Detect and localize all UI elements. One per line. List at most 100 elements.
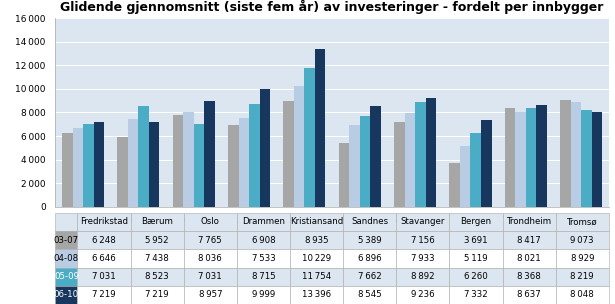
Text: 8 036: 8 036 <box>199 254 222 263</box>
Text: 8 715: 8 715 <box>252 272 276 281</box>
Text: 8 368: 8 368 <box>517 272 541 281</box>
Text: 6 248: 6 248 <box>92 236 116 245</box>
Text: 9 236: 9 236 <box>411 290 435 299</box>
Bar <box>396 213 450 231</box>
Text: 7 662: 7 662 <box>358 272 382 281</box>
Bar <box>343 249 396 268</box>
Bar <box>502 213 556 231</box>
Text: 7 332: 7 332 <box>464 290 488 299</box>
Bar <box>450 213 502 231</box>
Bar <box>450 249 502 268</box>
Bar <box>237 249 290 268</box>
Bar <box>343 286 396 304</box>
Text: 8 637: 8 637 <box>517 290 541 299</box>
Bar <box>237 231 290 249</box>
Title: Glidende gjennomsnitt (siste fem år) av investeringer - fordelt per innbygger: Glidende gjennomsnitt (siste fem år) av … <box>60 0 604 14</box>
Bar <box>290 213 343 231</box>
Bar <box>77 286 130 304</box>
Bar <box>77 249 130 268</box>
Bar <box>93 122 104 207</box>
Bar <box>237 286 290 304</box>
Text: 8 048: 8 048 <box>570 290 594 299</box>
Bar <box>405 113 415 207</box>
Text: 6 896: 6 896 <box>358 254 381 263</box>
Bar <box>481 120 491 207</box>
Bar <box>592 112 602 207</box>
Bar <box>55 231 77 249</box>
Text: 5 952: 5 952 <box>145 236 169 245</box>
Text: 3 691: 3 691 <box>464 236 488 245</box>
Bar <box>149 122 159 207</box>
Text: 6 908: 6 908 <box>252 236 276 245</box>
Bar <box>415 102 426 207</box>
Bar <box>396 268 450 286</box>
Bar <box>204 101 215 207</box>
Bar <box>450 231 502 249</box>
Bar <box>290 231 343 249</box>
Bar <box>343 231 396 249</box>
Text: Kristiansand: Kristiansand <box>290 217 343 226</box>
Text: 7 031: 7 031 <box>92 272 116 281</box>
Bar <box>183 112 194 207</box>
Bar <box>290 268 343 286</box>
Text: Oslo: Oslo <box>201 217 220 226</box>
Text: 6 260: 6 260 <box>464 272 488 281</box>
Text: 06-10: 06-10 <box>54 290 79 299</box>
Bar <box>304 68 315 207</box>
Text: Trondheim: Trondheim <box>507 217 552 226</box>
Bar <box>284 102 294 207</box>
Bar <box>239 118 249 207</box>
Text: Stavanger: Stavanger <box>401 217 445 226</box>
Bar <box>560 100 571 207</box>
Bar <box>581 110 592 207</box>
Bar <box>396 286 450 304</box>
Text: 7 933: 7 933 <box>411 254 435 263</box>
Bar <box>77 213 130 231</box>
Text: Tromsø: Tromsø <box>567 217 598 226</box>
Bar <box>83 124 93 207</box>
Bar <box>128 119 138 207</box>
Text: 8 957: 8 957 <box>199 290 222 299</box>
Text: 7 765: 7 765 <box>199 236 222 245</box>
Bar <box>237 213 290 231</box>
Text: 8 929: 8 929 <box>571 254 594 263</box>
Text: 9 073: 9 073 <box>571 236 594 245</box>
Bar <box>396 231 450 249</box>
Text: Bergen: Bergen <box>461 217 491 226</box>
Bar <box>343 268 396 286</box>
Text: Drammen: Drammen <box>242 217 285 226</box>
Text: 13 396: 13 396 <box>302 290 331 299</box>
Bar <box>184 213 237 231</box>
Bar <box>526 108 536 207</box>
Bar <box>138 106 149 207</box>
Bar <box>556 286 609 304</box>
Bar <box>62 133 73 207</box>
Text: 6 646: 6 646 <box>92 254 116 263</box>
Bar <box>184 286 237 304</box>
Bar <box>294 86 304 207</box>
Text: Bærum: Bærum <box>141 217 173 226</box>
Text: 04-08: 04-08 <box>54 254 79 263</box>
Bar <box>130 231 184 249</box>
Text: 7 219: 7 219 <box>92 290 116 299</box>
Bar <box>556 249 609 268</box>
Bar <box>55 213 77 231</box>
Text: Fredrikstad: Fredrikstad <box>80 217 128 226</box>
Bar <box>349 126 360 207</box>
Bar <box>339 143 349 207</box>
Bar <box>184 249 237 268</box>
Bar <box>117 136 128 207</box>
Bar <box>77 268 130 286</box>
Bar <box>394 123 405 207</box>
Bar <box>194 124 204 207</box>
Text: 8 892: 8 892 <box>411 272 435 281</box>
Text: 8 021: 8 021 <box>517 254 541 263</box>
Bar <box>426 98 436 207</box>
Text: 8 219: 8 219 <box>571 272 594 281</box>
Text: 9 999: 9 999 <box>252 290 275 299</box>
Bar <box>536 105 547 207</box>
Bar <box>184 268 237 286</box>
Bar <box>502 249 556 268</box>
Bar <box>396 249 450 268</box>
Bar <box>290 286 343 304</box>
